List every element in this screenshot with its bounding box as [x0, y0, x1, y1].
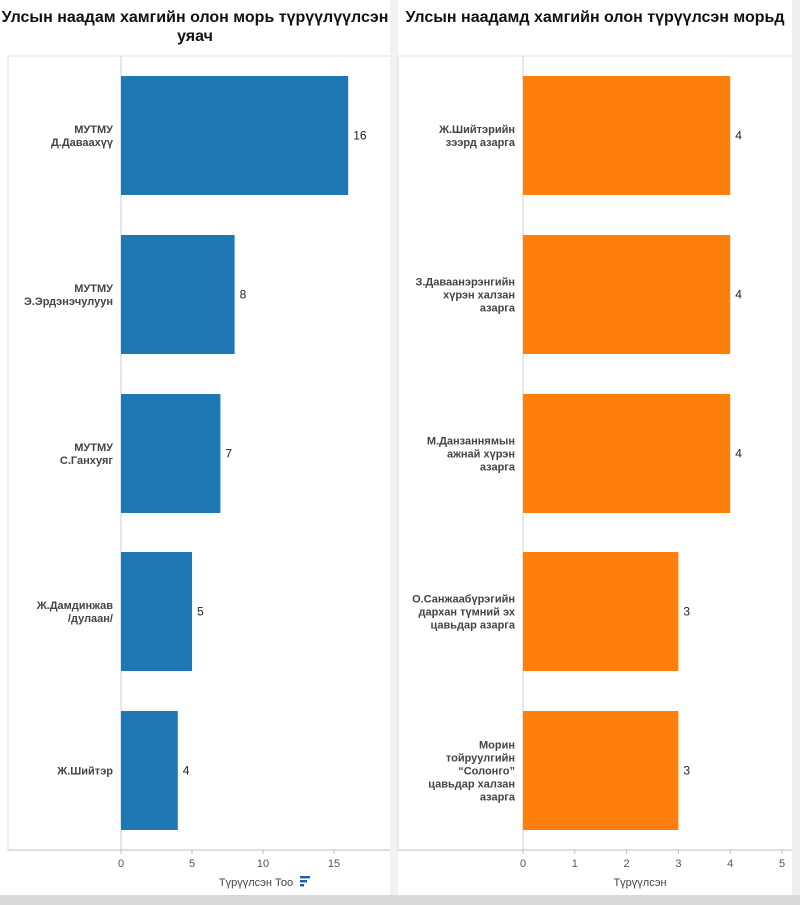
category-label-line: МУТМУ: [74, 442, 113, 454]
category-label-line: цавьдар азарга: [430, 620, 515, 632]
category-label-line: азарга: [480, 303, 516, 315]
bar[interactable]: [121, 552, 192, 671]
category-label: Ж.Дамдинжав/дулаан/: [36, 600, 114, 625]
x-tick-label: 10: [257, 858, 269, 870]
bar[interactable]: [523, 711, 679, 830]
category-label: З.Даваанэрэнгийн хүрэн халзан азарга: [415, 277, 515, 315]
data-label: 16: [353, 129, 367, 143]
sort-icon[interactable]: [300, 876, 310, 887]
category-label-line: МУТМУ: [74, 283, 113, 295]
category-label-line: /дулаан/: [68, 613, 113, 625]
bar[interactable]: [523, 76, 731, 195]
left-chart-title: Улсын наадам хамгийн олон морь түрүүлүүл…: [1, 9, 389, 45]
data-label: 3: [683, 605, 690, 619]
bar[interactable]: [523, 235, 731, 354]
category-label-line: С.Ганхуяг: [60, 455, 113, 467]
category-label-line: азарга: [480, 792, 516, 804]
category-label: М.Данзаннямын ажнай хүрэн азарга: [427, 436, 516, 474]
data-label: 4: [735, 447, 742, 461]
bar[interactable]: [121, 711, 178, 830]
category-label: МУТМУ С.Ганхуяг: [60, 442, 113, 467]
category-label-line: “Солонго”: [458, 766, 515, 778]
category-label-line: цавьдар халзан: [428, 779, 515, 791]
category-label-line: М.Данзаннямын: [427, 436, 515, 448]
x-tick-label: 1: [572, 858, 578, 870]
x-tick-label: 2: [624, 858, 630, 870]
category-label: Ж.Шийтэрийн зээрд азарга: [438, 124, 516, 149]
bar[interactable]: [121, 235, 235, 354]
category-label-line: дархан түмний эх: [418, 607, 515, 619]
left-chart-panel: Улсын наадам хамгийн олон морь түрүүлүүл…: [0, 0, 390, 895]
category-label: О.Санжаабүрэгийн дархан түмний эх цавьдар …: [412, 594, 516, 632]
category-label: Морин тойруулгийн “Солонго” цавьдар халзан а…: [428, 740, 516, 804]
data-label: 4: [183, 764, 190, 778]
category-label-line: З.Даваанэрэнгийн: [415, 277, 515, 289]
category-label-line: Д.Даваахүү: [51, 137, 114, 149]
category-label-line: Ж.Дамдинжав: [36, 600, 114, 612]
x-tick-label: 4: [727, 858, 733, 870]
category-label: МУТМУ Д.Даваахүү: [51, 124, 114, 149]
data-label: 5: [197, 605, 204, 619]
bar[interactable]: [523, 552, 679, 671]
bar[interactable]: [523, 394, 731, 513]
right-chart-panel: Улсын наадамд хамгийн олон түрүүлсэн мор…: [397, 0, 792, 895]
x-axis-title: Түрүүлсэн: [613, 877, 666, 889]
category-label-line: Ж.Шийтэрийн: [438, 124, 515, 136]
category-label: Ж.Шийтэр: [56, 766, 113, 778]
category-label-line: тойруулгийн: [446, 753, 515, 765]
panel-divider: [390, 0, 398, 895]
category-label-line: зээрд азарга: [446, 137, 516, 149]
data-label: 4: [735, 129, 742, 143]
category-label-line: азарга: [480, 462, 516, 474]
category-label-line: хүрэн халзан: [443, 290, 515, 302]
category-label-line: О.Санжаабүрэгийн: [412, 594, 515, 606]
x-tick-label: 5: [189, 858, 195, 870]
category-label-line: Ж.Шийтэр: [56, 766, 113, 778]
x-tick-label: 0: [520, 858, 526, 870]
x-axis-title: Түрүүлсэн Тоо: [219, 877, 293, 889]
x-tick-label: 15: [328, 858, 340, 870]
bar[interactable]: [121, 76, 349, 195]
category-label-line: Морин: [479, 740, 515, 752]
data-label: 3: [683, 764, 690, 778]
scrollbar-track[interactable]: [792, 0, 800, 905]
category-label-line: МУТМУ: [74, 124, 113, 136]
right-chart-svg: 4 Ж.Шийтэрийн зээрд азарга 4 З.Даваанэрэнгий…: [397, 55, 792, 889]
x-tick-label: 3: [675, 858, 681, 870]
bottom-border: [0, 895, 800, 905]
data-label: 8: [240, 288, 247, 302]
right-chart-title: Улсын наадамд хамгийн олон түрүүлсэн мор…: [405, 9, 785, 26]
data-label: 7: [225, 447, 232, 461]
category-label-line: ажнай хүрэн: [447, 449, 515, 461]
x-tick-label: 0: [118, 858, 124, 870]
data-label: 4: [735, 288, 742, 302]
x-tick-label: 5: [779, 858, 785, 870]
category-label-line: Э.Эрдэнэчулуун: [24, 296, 113, 308]
bar[interactable]: [121, 394, 221, 513]
category-label: МУТМУ Э.Эрдэнэчулуун: [24, 283, 113, 308]
